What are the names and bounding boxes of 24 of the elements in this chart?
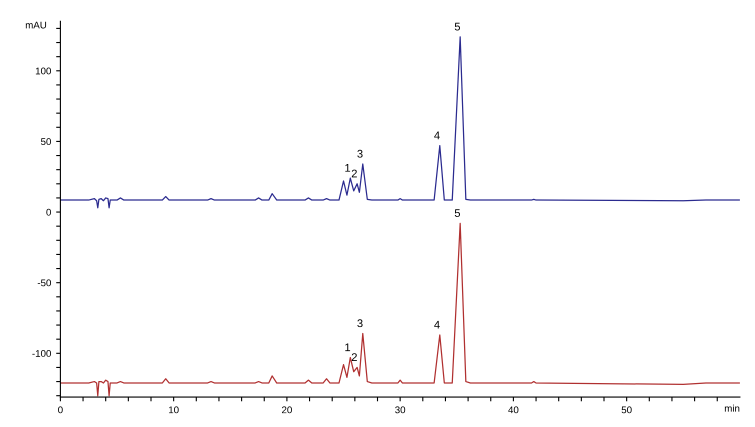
annotation: 5 (454, 209, 460, 217)
y-axis-title: mAU (26, 22, 46, 28)
annotation: 3 (357, 150, 363, 158)
y-tick-label: -100 (32, 350, 51, 357)
annotation: 2 (352, 353, 357, 361)
y-tick-label: 50 (40, 138, 51, 146)
annotation: 4 (434, 132, 440, 140)
annotation: 3 (357, 319, 363, 328)
x-tick-label: 50 (622, 406, 632, 414)
annotation: 2 (352, 170, 357, 178)
annotation: 1 (345, 343, 350, 352)
line-series (60, 36, 740, 208)
x-axis-title: min (724, 404, 740, 412)
y-tick-label: -50 (38, 279, 51, 286)
annotation: 1 (345, 164, 350, 172)
x-tick-label: 40 (508, 406, 518, 414)
x-tick-label: 10 (168, 406, 179, 414)
x-tick-label: 30 (395, 406, 406, 414)
x-tick-label: 20 (282, 406, 292, 414)
x-tick-label: 0 (58, 406, 63, 414)
annotation: 5 (454, 22, 460, 31)
annotation: 4 (434, 320, 440, 328)
y-tick-label: 0 (46, 208, 51, 216)
y-tick-label: 100 (36, 68, 51, 74)
